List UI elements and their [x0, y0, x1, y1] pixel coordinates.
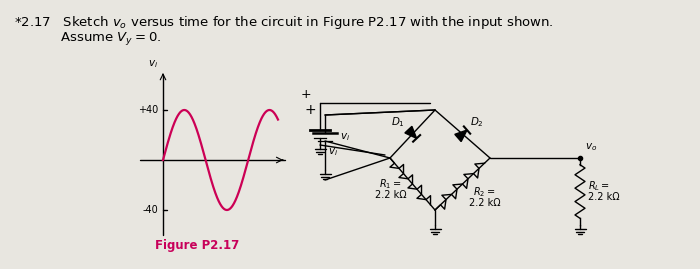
Text: $R_2 =$: $R_2 =$ — [473, 185, 496, 199]
Text: $D_1$: $D_1$ — [391, 115, 405, 129]
Text: +: + — [304, 103, 316, 117]
Text: $v_i$: $v_i$ — [148, 58, 158, 70]
Text: +: + — [301, 89, 312, 101]
Text: *2.17   Sketch $v_o$ versus time for the circuit in Figure P2.17 with the input : *2.17 Sketch $v_o$ versus time for the c… — [14, 14, 554, 31]
Text: $v_i$: $v_i$ — [340, 131, 350, 143]
Polygon shape — [405, 126, 416, 138]
Text: 2.2 kΩ: 2.2 kΩ — [374, 190, 406, 200]
Text: Assume $V_y = 0$.: Assume $V_y = 0$. — [14, 30, 161, 47]
Polygon shape — [455, 130, 467, 141]
Text: 2.2 kΩ: 2.2 kΩ — [588, 192, 620, 201]
Text: Figure P2.17: Figure P2.17 — [155, 239, 239, 252]
Text: $D_2$: $D_2$ — [470, 115, 484, 129]
Text: $R_L =$: $R_L =$ — [588, 180, 610, 193]
Text: 2.2 kΩ: 2.2 kΩ — [469, 198, 500, 208]
Text: $v_o$: $v_o$ — [585, 141, 597, 153]
Text: $v_i$: $v_i$ — [328, 146, 338, 158]
Text: $R_1 =$: $R_1 =$ — [379, 177, 402, 191]
Text: -40: -40 — [142, 205, 158, 215]
Text: +40: +40 — [138, 105, 158, 115]
